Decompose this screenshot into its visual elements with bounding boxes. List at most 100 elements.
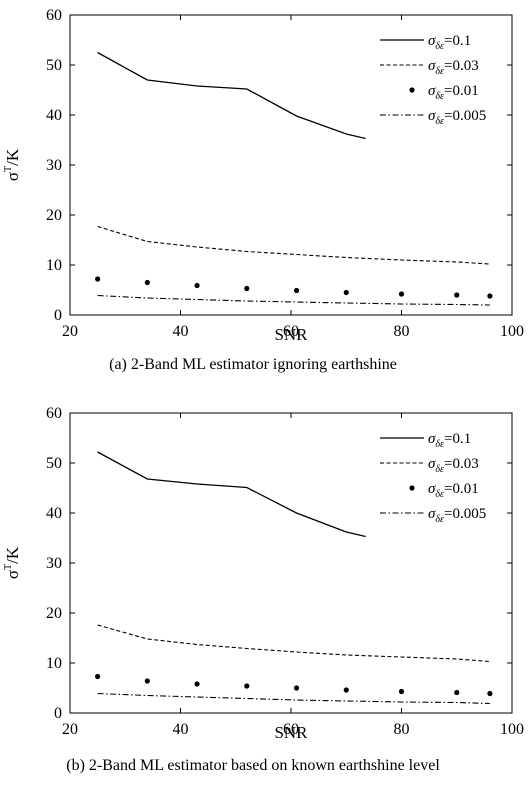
legend-subscript: δε xyxy=(435,489,444,500)
y-tick-label: 0 xyxy=(54,705,62,722)
legend-subscript: δε xyxy=(435,91,444,102)
y-tick-label: 30 xyxy=(46,555,62,572)
y-axis-label: σT/K xyxy=(3,546,22,579)
y-axis-label-symbol: σ xyxy=(3,172,22,181)
series-line xyxy=(97,225,490,265)
legend-symbol: σ xyxy=(428,58,436,74)
x-tick-label: 80 xyxy=(394,721,410,738)
legend-entry: σδε=0.005 xyxy=(428,108,486,127)
legend-symbol: σ xyxy=(428,33,436,49)
y-axis-label: σT/K xyxy=(3,148,22,181)
x-axis-label: SNR xyxy=(274,325,308,344)
legend-subscript: δε xyxy=(435,41,444,52)
y-axis-label-unit: /K xyxy=(3,148,22,166)
series-1 xyxy=(97,225,490,265)
x-tick-label: 40 xyxy=(173,721,189,738)
legend-entry: σδε=0.03 xyxy=(428,456,479,475)
legend-marker xyxy=(409,485,415,491)
data-point xyxy=(398,291,405,297)
data-point xyxy=(487,293,493,299)
legend-value: =0.03 xyxy=(444,58,479,74)
legend-symbol: σ xyxy=(428,456,436,472)
x-tick-label: 100 xyxy=(500,721,524,738)
series-2 xyxy=(95,673,493,697)
data-point xyxy=(194,282,200,289)
legend-symbol: σ xyxy=(428,431,436,447)
x-tick-label: 80 xyxy=(394,323,410,340)
series-3 xyxy=(97,294,490,306)
series-line xyxy=(97,692,490,705)
series-0 xyxy=(97,451,366,538)
y-tick-label: 20 xyxy=(46,207,62,224)
legend-value: =0.005 xyxy=(444,506,486,522)
series-1 xyxy=(97,624,490,663)
legend-value: =0.01 xyxy=(444,481,479,497)
data-point xyxy=(343,687,349,693)
x-tick-label: 60 xyxy=(283,323,299,340)
x-tick-label: 40 xyxy=(173,323,189,340)
data-point xyxy=(454,689,460,696)
y-axis-label-symbol: σ xyxy=(3,570,22,579)
data-point xyxy=(293,287,300,294)
y-tick-label: 40 xyxy=(46,107,62,124)
data-point xyxy=(95,673,101,680)
y-tick-label: 20 xyxy=(46,605,62,622)
legend-symbol: σ xyxy=(428,481,436,497)
series-line xyxy=(97,294,490,306)
y-tick-label: 60 xyxy=(46,7,62,24)
data-point xyxy=(194,681,200,687)
data-point xyxy=(487,690,493,697)
data-point xyxy=(95,276,101,282)
legend-entry: σδε=0.01 xyxy=(428,83,479,102)
data-point xyxy=(343,289,349,296)
y-axis-label-superscript: T xyxy=(3,564,14,570)
legend-value: =0.1 xyxy=(444,431,471,447)
x-tick-label: 20 xyxy=(62,721,78,738)
series-line xyxy=(97,624,490,663)
y-tick-label: 50 xyxy=(46,57,62,74)
legend-entry: σδε=0.1 xyxy=(428,431,471,450)
y-tick-label: 10 xyxy=(46,257,62,274)
data-point xyxy=(244,683,250,689)
y-tick-label: 60 xyxy=(46,405,62,422)
legend-value: =0.03 xyxy=(444,456,479,472)
legend-subscript: δε xyxy=(435,66,444,77)
legend-symbol: σ xyxy=(428,506,436,522)
legend-entry: σδε=0.1 xyxy=(428,33,471,52)
legend-marker xyxy=(409,87,415,93)
data-point xyxy=(244,285,250,292)
data-point xyxy=(293,685,300,691)
series-3 xyxy=(97,692,490,705)
data-point xyxy=(398,688,405,695)
series-0 xyxy=(97,51,366,140)
data-point xyxy=(144,678,150,684)
figure-caption: (a) 2-Band ML estimator ignoring earthsh… xyxy=(109,356,397,373)
data-point xyxy=(144,279,150,286)
y-axis-label-superscript: T xyxy=(3,166,14,172)
y-axis-label-unit: /K xyxy=(3,546,22,564)
legend-value: =0.1 xyxy=(444,33,471,49)
y-tick-label: 40 xyxy=(46,505,62,522)
legend-subscript: δε xyxy=(435,116,444,127)
legend-value: =0.01 xyxy=(444,83,479,99)
x-tick-label: 20 xyxy=(62,323,78,340)
legend-subscript: δε xyxy=(435,439,444,450)
series-line xyxy=(97,451,366,538)
legend-subscript: δε xyxy=(435,514,444,525)
data-point xyxy=(454,292,460,298)
legend-symbol: σ xyxy=(428,83,436,99)
legend-entry: σδε=0.03 xyxy=(428,58,479,77)
figure-caption: (b) 2-Band ML estimator based on known e… xyxy=(66,757,440,774)
x-tick-label: 60 xyxy=(283,721,299,738)
legend-entry: σδε=0.01 xyxy=(428,481,479,500)
y-tick-label: 50 xyxy=(46,455,62,472)
y-tick-label: 30 xyxy=(46,157,62,174)
legend-entry: σδε=0.005 xyxy=(428,506,486,525)
x-axis-label: SNR xyxy=(274,723,308,742)
legend-subscript: δε xyxy=(435,464,444,475)
legend-symbol: σ xyxy=(428,108,436,124)
y-tick-label: 10 xyxy=(46,655,62,672)
